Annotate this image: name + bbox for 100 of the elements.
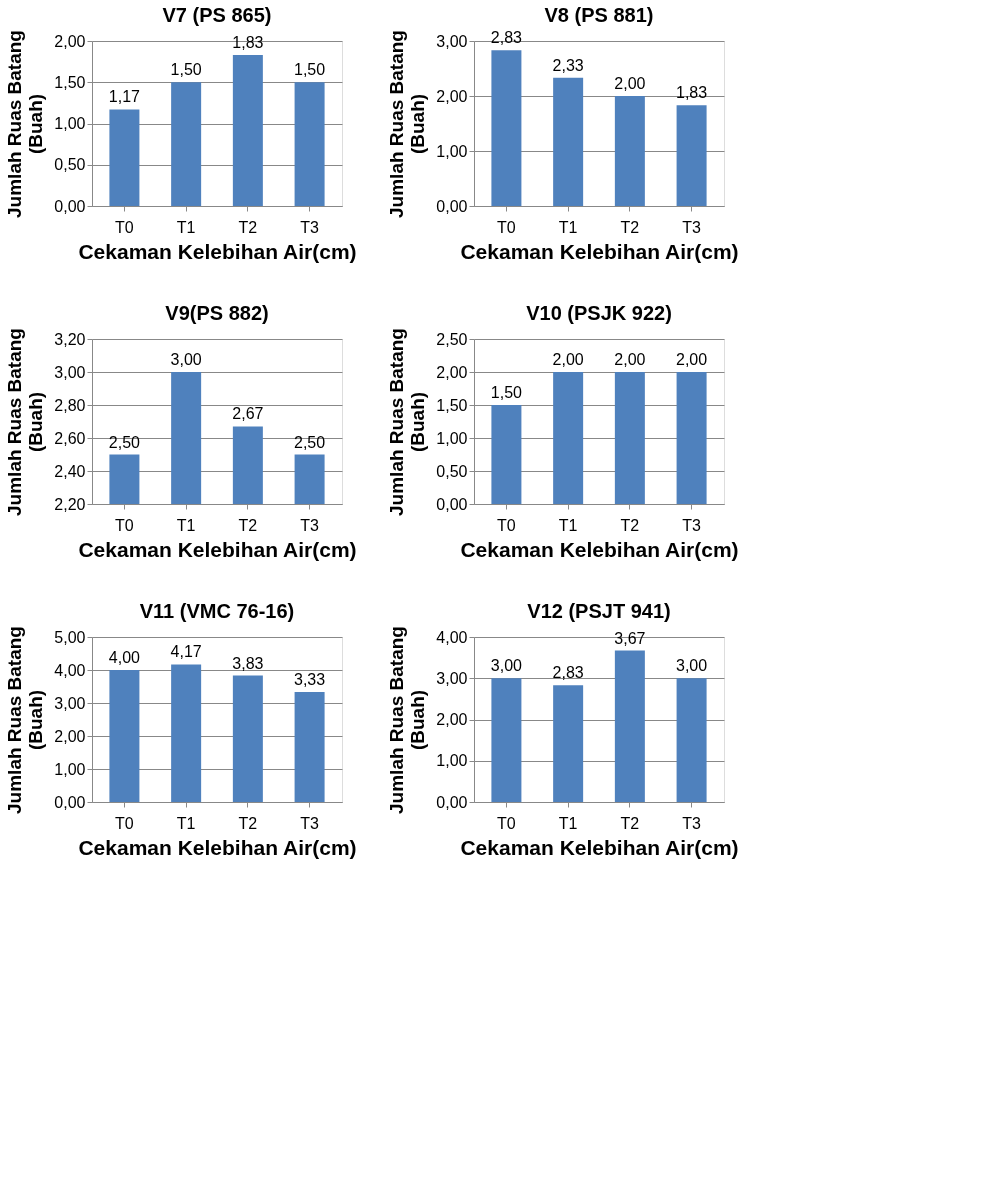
data-label: 3,67 (614, 629, 646, 647)
x-tick-label: T3 (682, 218, 702, 236)
y-tick-label: 1,00 (436, 142, 468, 160)
x-axis-title: Cekaman Kelebihan Air(cm) (78, 835, 357, 859)
x-tick-label: T2 (620, 516, 640, 534)
bar (553, 685, 584, 802)
chart-title: V7 (PS 865) (162, 3, 272, 26)
x-tick-label: T3 (300, 814, 320, 832)
data-label: 1,50 (294, 61, 326, 79)
bar (491, 678, 522, 802)
y-tick-label: 0,50 (54, 156, 86, 174)
bar (171, 82, 202, 206)
data-label: 1,17 (108, 88, 141, 106)
x-tick-label: T0 (497, 814, 516, 832)
y-tick-label: 1,00 (436, 752, 468, 770)
y-axis-title: Jumlah Ruas Batang (Buah) (386, 30, 429, 218)
x-tick-label: T3 (682, 814, 702, 832)
y-tick-label: 0,00 (436, 793, 468, 811)
x-axis-title: Cekaman Kelebihan Air(cm) (460, 239, 739, 263)
y-tick-label: 0,00 (54, 197, 86, 215)
bar (232, 55, 263, 206)
data-label: 3,00 (676, 657, 708, 675)
x-tick-label: T3 (300, 516, 320, 534)
chart-title: V10 (PSJK 922) (526, 301, 672, 324)
y-tick-label: 2,20 (54, 495, 86, 513)
bar (171, 664, 202, 802)
y-tick-label: 1,50 (54, 73, 86, 91)
x-tick-label: T2 (620, 814, 640, 832)
data-label: 1,50 (490, 384, 523, 401)
data-label: 4,00 (108, 649, 141, 666)
x-axis-title: Cekaman Kelebihan Air(cm) (78, 239, 357, 263)
data-label: 3,00 (170, 351, 202, 368)
x-tick-label: T1 (176, 516, 196, 534)
x-axis-title: Cekaman Kelebihan Air(cm) (78, 537, 357, 561)
data-label: 2,50 (294, 433, 326, 451)
data-label: 1,83 (232, 34, 264, 52)
bar (294, 692, 325, 802)
y-tick-label: 4,00 (54, 661, 86, 679)
data-label: 2,50 (108, 433, 141, 451)
chart-title: V9(PS 882) (165, 301, 269, 324)
x-tick-label: T1 (558, 814, 578, 832)
bar (232, 675, 263, 802)
x-tick-label: T3 (300, 218, 320, 236)
y-axis-title: Jumlah Ruas Batang (Buah) (386, 328, 429, 516)
x-axis-title: Cekaman Kelebihan Air(cm) (460, 537, 739, 561)
bar (676, 678, 707, 802)
data-label: 4,17 (170, 643, 202, 661)
data-label: 3,83 (232, 654, 264, 672)
y-tick-label: 1,50 (436, 396, 468, 414)
y-tick-label: 3,00 (436, 669, 468, 687)
data-label: 1,83 (676, 84, 708, 102)
y-axis-title: Jumlah Ruas Batang (Buah) (4, 626, 47, 814)
x-tick-label: T0 (497, 218, 516, 236)
data-label: 2,83 (552, 664, 584, 682)
chart-title: V12 (PSJT 941) (527, 599, 671, 622)
data-label: 2,33 (552, 56, 584, 74)
y-tick-label: 0,50 (436, 462, 468, 480)
x-tick-label: T1 (176, 218, 196, 236)
x-tick-label: T1 (558, 516, 578, 534)
data-label: 2,00 (614, 75, 646, 92)
x-tick-label: T1 (176, 814, 196, 832)
data-label: 1,50 (170, 61, 202, 79)
bar (614, 650, 645, 802)
y-tick-label: 2,60 (54, 429, 86, 447)
y-tick-label: 4,00 (436, 628, 468, 646)
y-tick-label: 5,00 (54, 628, 86, 646)
x-tick-label: T1 (558, 218, 578, 236)
y-axis-title: Jumlah Ruas Batang (Buah) (386, 626, 429, 814)
y-tick-label: 3,00 (54, 363, 86, 381)
y-tick-label: 2,00 (436, 87, 468, 105)
y-tick-label: 1,00 (436, 429, 468, 447)
data-label: 2,67 (232, 405, 264, 423)
y-tick-label: 2,50 (436, 330, 468, 348)
bar (109, 109, 140, 206)
x-tick-label: T3 (682, 516, 702, 534)
bar (553, 77, 584, 206)
data-label: 2,83 (490, 29, 523, 47)
y-tick-label: 1,00 (54, 760, 86, 778)
y-tick-label: 3,20 (54, 330, 86, 348)
y-tick-label: 2,00 (54, 727, 86, 745)
y-tick-label: 0,00 (436, 197, 468, 215)
y-tick-label: 2,40 (54, 462, 86, 480)
data-label: 2,00 (614, 351, 646, 368)
bar (676, 105, 707, 206)
y-tick-label: 2,00 (54, 32, 86, 50)
chart-title: V8 (PS 881) (544, 3, 654, 26)
bar (491, 50, 522, 206)
y-tick-label: 2,80 (54, 396, 86, 414)
data-label: 3,00 (490, 657, 523, 675)
x-tick-label: T0 (497, 516, 516, 534)
data-label: 2,00 (676, 351, 708, 368)
y-tick-label: 3,00 (54, 694, 86, 712)
bar (109, 670, 140, 802)
y-tick-label: 2,00 (436, 711, 468, 728)
y-axis-title: Jumlah Ruas Batang (Buah) (4, 328, 47, 516)
y-tick-label: 0,00 (436, 495, 468, 513)
y-axis-title: Jumlah Ruas Batang (Buah) (4, 30, 47, 218)
bar (294, 82, 325, 206)
data-label: 3,33 (294, 671, 326, 689)
x-tick-label: T0 (115, 814, 134, 832)
